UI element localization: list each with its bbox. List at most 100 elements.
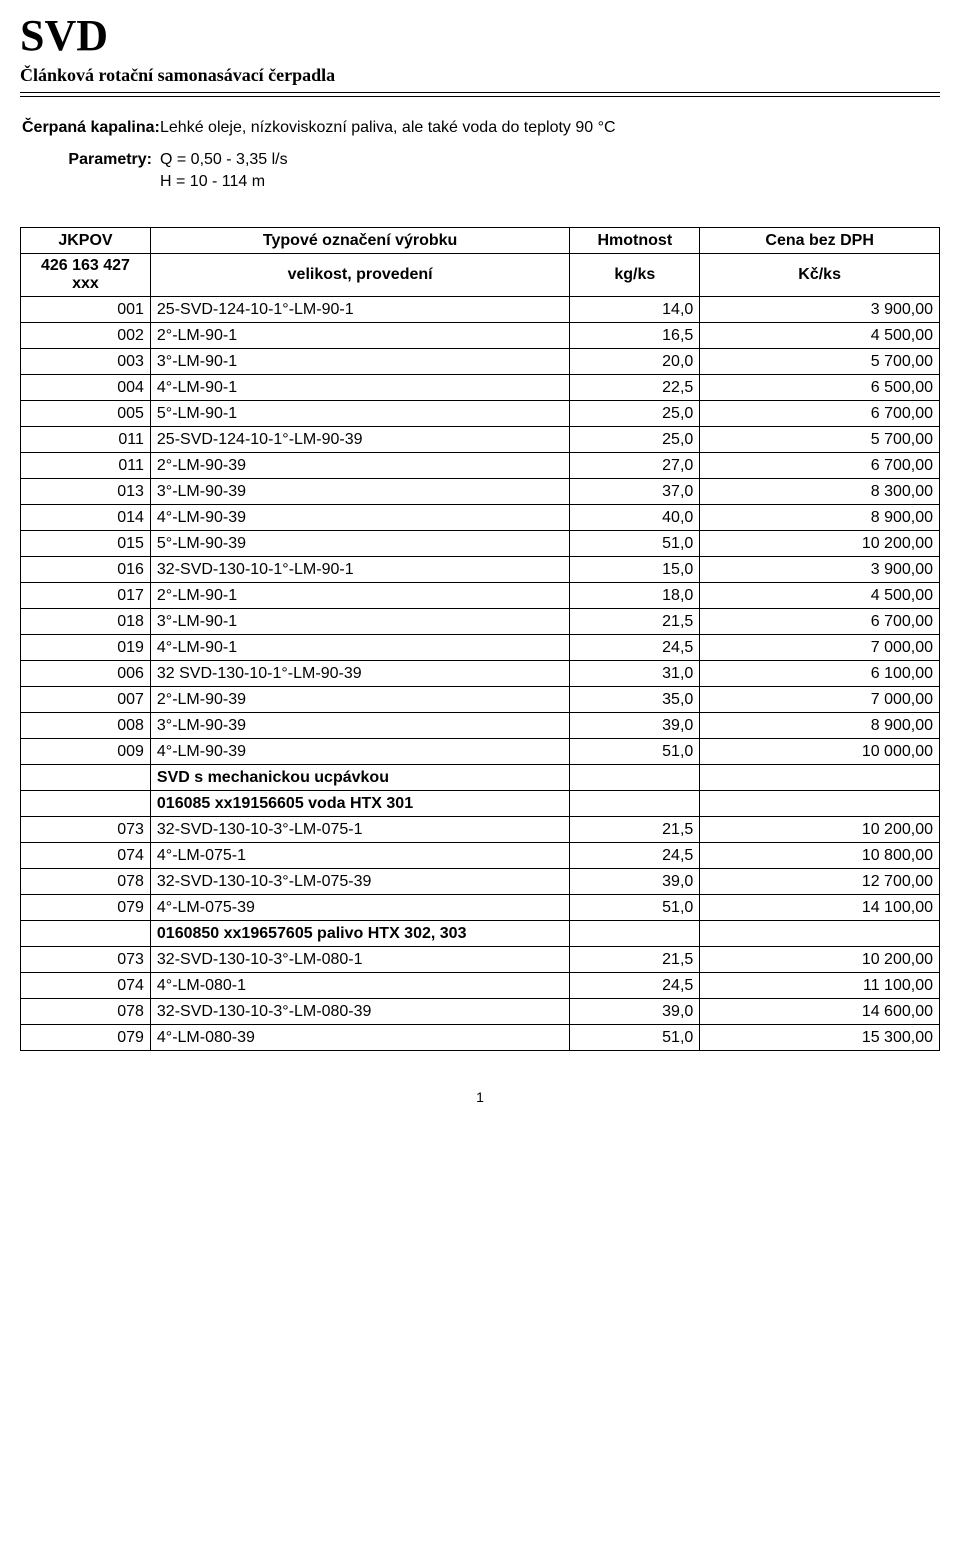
cell-type: 32-SVD-130-10-3°-LM-080-39	[150, 999, 569, 1025]
meta-parametry-line2: H = 10 - 114 m	[20, 173, 265, 191]
cell-blank	[700, 765, 940, 791]
th-jkpov-2: 426 163 427 xxx	[21, 254, 151, 297]
cell-type: 32-SVD-130-10-3°-LM-075-39	[150, 869, 569, 895]
th-jkpov: JKPOV	[21, 228, 151, 254]
cell-price: 10 200,00	[700, 947, 940, 973]
cell-price: 6 500,00	[700, 375, 940, 401]
cell-blank	[21, 791, 151, 817]
table-row: SVD s mechanickou ucpávkou	[21, 765, 940, 791]
cell-price: 5 700,00	[700, 349, 940, 375]
cell-weight: 24,5	[570, 843, 700, 869]
cell-code: 078	[21, 869, 151, 895]
cell-blank	[700, 921, 940, 947]
table-row: 0083°-LM-90-3939,08 900,00	[21, 713, 940, 739]
cell-type: 32 SVD-130-10-1°-LM-90-39	[150, 661, 569, 687]
table-row: 016085 xx19156605 voda HTX 301	[21, 791, 940, 817]
cell-blank	[21, 921, 151, 947]
cell-type: 4°-LM-90-39	[150, 505, 569, 531]
cell-weight: 24,5	[570, 635, 700, 661]
table-row: 0794°-LM-080-3951,015 300,00	[21, 1025, 940, 1051]
cell-code: 074	[21, 843, 151, 869]
table-row: 0033°-LM-90-120,05 700,00	[21, 349, 940, 375]
table-row: 0144°-LM-90-3940,08 900,00	[21, 505, 940, 531]
meta-block: Čerpaná kapalina: Lehké oleje, nízkovisk…	[20, 119, 940, 191]
cell-code: 073	[21, 947, 151, 973]
cell-code: 019	[21, 635, 151, 661]
cell-weight: 39,0	[570, 869, 700, 895]
cell-weight: 14,0	[570, 297, 700, 323]
cell-price: 12 700,00	[700, 869, 940, 895]
cell-price: 6 700,00	[700, 453, 940, 479]
cell-code: 002	[21, 323, 151, 349]
cell-blank	[700, 791, 940, 817]
th-weight-2: kg/ks	[570, 254, 700, 297]
cell-price: 11 100,00	[700, 973, 940, 999]
cell-type: 4°-LM-075-1	[150, 843, 569, 869]
cell-code: 005	[21, 401, 151, 427]
table-row: 0055°-LM-90-125,06 700,00	[21, 401, 940, 427]
table-row: 00125-SVD-124-10-1°-LM-90-114,03 900,00	[21, 297, 940, 323]
cell-type: 2°-LM-90-39	[150, 453, 569, 479]
cell-type: 5°-LM-90-1	[150, 401, 569, 427]
cell-price: 8 900,00	[700, 505, 940, 531]
table-row: 0133°-LM-90-3937,08 300,00	[21, 479, 940, 505]
cell-weight: 40,0	[570, 505, 700, 531]
table-row: 0160850 xx19657605 palivo HTX 302, 303	[21, 921, 940, 947]
cell-type: 3°-LM-90-1	[150, 609, 569, 635]
cell-type: 32-SVD-130-10-3°-LM-080-1	[150, 947, 569, 973]
cell-code: 017	[21, 583, 151, 609]
meta-kapalina-label: Čerpaná kapalina:	[20, 119, 160, 137]
cell-type: 2°-LM-90-1	[150, 323, 569, 349]
table-row: 07832-SVD-130-10-3°-LM-075-3939,012 700,…	[21, 869, 940, 895]
table-row: 0094°-LM-90-3951,010 000,00	[21, 739, 940, 765]
cell-code: 014	[21, 505, 151, 531]
cell-weight: 51,0	[570, 739, 700, 765]
table-row: 0744°-LM-075-124,510 800,00	[21, 843, 940, 869]
section-heading: 016085 xx19156605 voda HTX 301	[150, 791, 569, 817]
cell-weight: 21,5	[570, 609, 700, 635]
table-row: 0155°-LM-90-3951,010 200,00	[21, 531, 940, 557]
th-type-2: velikost, provedení	[150, 254, 569, 297]
table-row: 0044°-LM-90-122,56 500,00	[21, 375, 940, 401]
cell-code: 008	[21, 713, 151, 739]
cell-code: 011	[21, 453, 151, 479]
cell-price: 5 700,00	[700, 427, 940, 453]
cell-code: 006	[21, 661, 151, 687]
cell-weight: 39,0	[570, 999, 700, 1025]
table-row: 0112°-LM-90-3927,06 700,00	[21, 453, 940, 479]
th-price-2: Kč/ks	[700, 254, 940, 297]
cell-type: 2°-LM-90-39	[150, 687, 569, 713]
price-table: JKPOV Typové označení výrobku Hmotnost C…	[20, 227, 940, 1051]
cell-blank	[570, 921, 700, 947]
cell-type: 4°-LM-080-39	[150, 1025, 569, 1051]
cell-price: 10 200,00	[700, 817, 940, 843]
table-row: 00632 SVD-130-10-1°-LM-90-3931,06 100,00	[21, 661, 940, 687]
cell-code: 074	[21, 973, 151, 999]
cell-type: 2°-LM-90-1	[150, 583, 569, 609]
table-row: 07332-SVD-130-10-3°-LM-075-121,510 200,0…	[21, 817, 940, 843]
cell-weight: 51,0	[570, 895, 700, 921]
cell-blank	[570, 765, 700, 791]
cell-price: 6 700,00	[700, 401, 940, 427]
cell-type: 5°-LM-90-39	[150, 531, 569, 557]
table-row: 0194°-LM-90-124,57 000,00	[21, 635, 940, 661]
table-row: 07332-SVD-130-10-3°-LM-080-121,510 200,0…	[21, 947, 940, 973]
table-row: 01125-SVD-124-10-1°-LM-90-3925,05 700,00	[21, 427, 940, 453]
table-row: 0022°-LM-90-116,54 500,00	[21, 323, 940, 349]
cell-price: 7 000,00	[700, 635, 940, 661]
cell-code: 018	[21, 609, 151, 635]
cell-weight: 35,0	[570, 687, 700, 713]
cell-weight: 25,0	[570, 427, 700, 453]
cell-price: 7 000,00	[700, 687, 940, 713]
cell-weight: 22,5	[570, 375, 700, 401]
cell-price: 10 800,00	[700, 843, 940, 869]
cell-weight: 20,0	[570, 349, 700, 375]
cell-type: 32-SVD-130-10-1°-LM-90-1	[150, 557, 569, 583]
cell-code: 079	[21, 1025, 151, 1051]
cell-type: 3°-LM-90-39	[150, 479, 569, 505]
cell-type: 25-SVD-124-10-1°-LM-90-39	[150, 427, 569, 453]
meta-kapalina-value: Lehké oleje, nízkoviskozní paliva, ale t…	[160, 119, 940, 137]
cell-code: 011	[21, 427, 151, 453]
cell-price: 6 700,00	[700, 609, 940, 635]
cell-weight: 21,5	[570, 817, 700, 843]
